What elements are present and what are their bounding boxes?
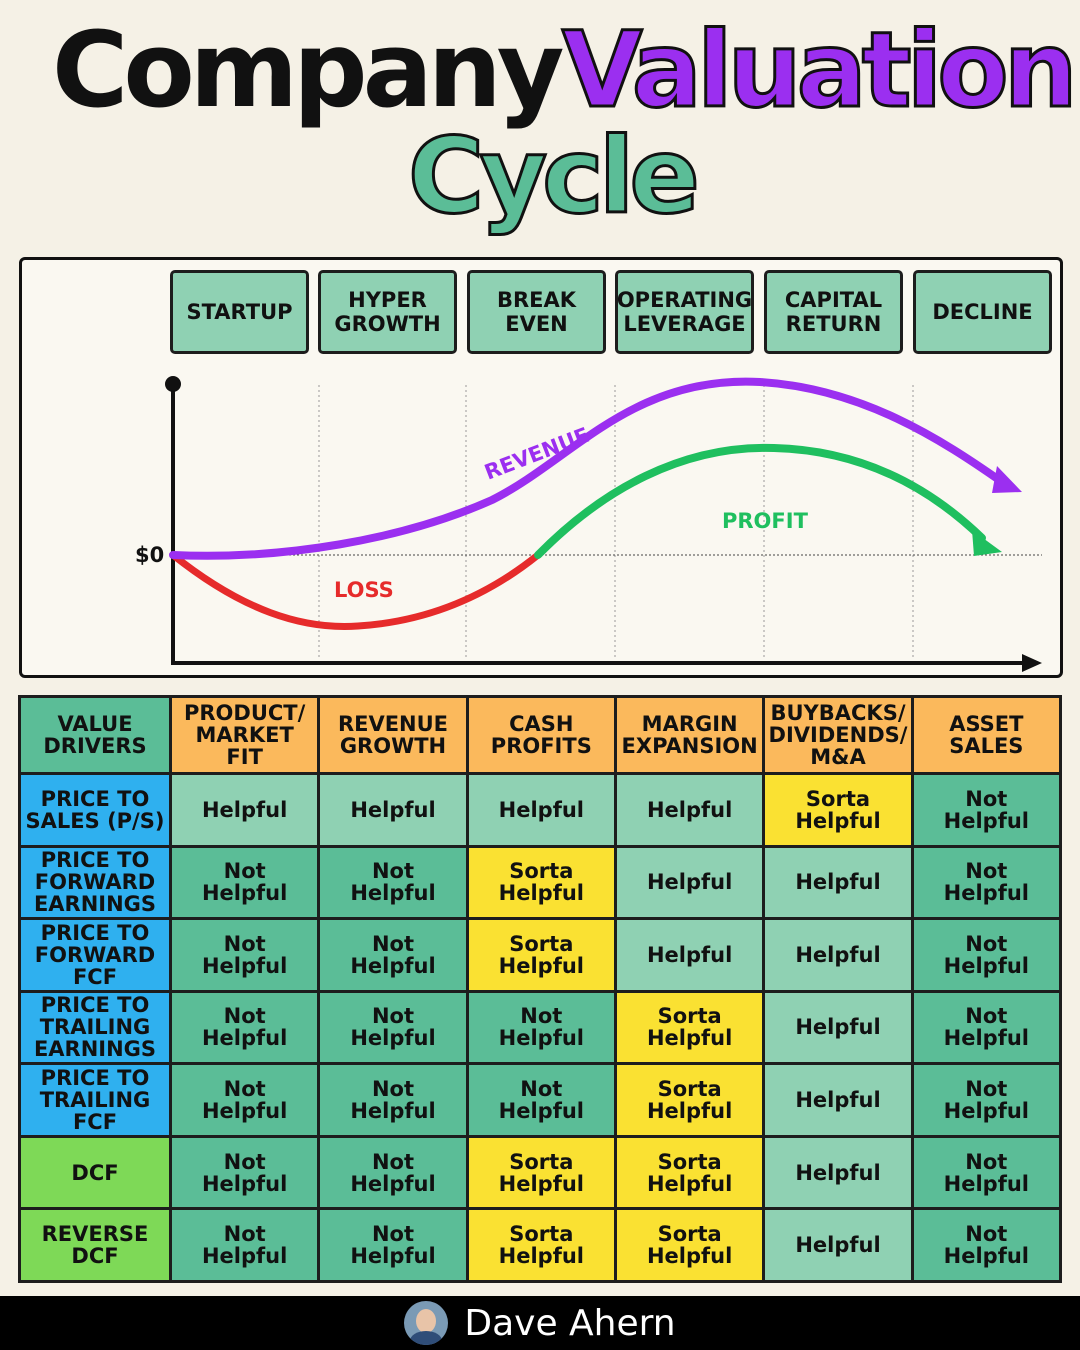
rating-cell: Sorta Helpful — [468, 847, 614, 918]
lifecycle-curves: $0 LOSS PROFIT REVENUE — [135, 376, 1042, 672]
rating-cell: Not Helpful — [172, 992, 318, 1063]
column-header: MARGIN EXPANSION — [616, 698, 763, 772]
column-header: CASH PROFITS — [468, 698, 614, 772]
rating-cell: Helpful — [320, 775, 466, 845]
table-corner-header: VALUE DRIVERS — [21, 698, 169, 772]
value-drivers-table: VALUE DRIVERS PRODUCT/ MARKET FIT REVENU… — [18, 695, 1062, 1283]
rating-cell: Helpful — [616, 775, 763, 845]
stage-break-even: BREAK EVEN — [467, 270, 606, 354]
x-axis-arrow — [1022, 654, 1042, 672]
profit-label: PROFIT — [722, 509, 809, 533]
rating-cell: Not Helpful — [913, 992, 1059, 1063]
rating-cell: Not Helpful — [320, 1137, 466, 1208]
rating-cell: Not Helpful — [172, 920, 318, 990]
rating-cell: Not Helpful — [913, 920, 1059, 990]
rating-cell: Helpful — [616, 847, 763, 918]
rating-cell: Not Helpful — [320, 992, 466, 1063]
stage-hyper-growth: HYPER GROWTH — [318, 270, 457, 354]
rating-cell: Not Helpful — [172, 1210, 318, 1280]
rating-cell: Not Helpful — [320, 1065, 466, 1135]
rating-cell: Helpful — [765, 1065, 911, 1135]
row-header: PRICE TO FORWARD EARNINGS — [21, 847, 169, 918]
revenue-arrowhead — [992, 466, 1022, 493]
stage-capital-return: CAPITAL RETURN — [764, 270, 903, 354]
rating-cell: Not Helpful — [320, 1210, 466, 1280]
rating-cell: Sorta Helpful — [765, 775, 911, 845]
rating-cell: Not Helpful — [320, 920, 466, 990]
profit-arrowhead — [972, 530, 1002, 556]
row-header: DCF — [21, 1137, 169, 1208]
profit-curve — [534, 443, 986, 559]
revenue-curve — [169, 377, 1006, 560]
stage-operating-leverage: OPERATING LEVERAGE — [615, 270, 754, 354]
rating-cell: Helpful — [765, 920, 911, 990]
title-word-company: Company — [52, 9, 563, 131]
rating-cell: Helpful — [765, 992, 911, 1063]
rating-cell: Helpful — [172, 775, 318, 845]
avatar-face — [416, 1309, 437, 1333]
column-header: PRODUCT/ MARKET FIT — [172, 698, 318, 772]
rating-cell: Helpful — [468, 775, 614, 845]
stage-decline: DECLINE — [913, 270, 1052, 354]
rating-cell: Not Helpful — [913, 775, 1059, 845]
lifecycle-chart: $0 LOSS PROFIT REVENUE STARTUP HYPER GRO… — [19, 257, 1063, 678]
rating-cell: Helpful — [616, 920, 763, 990]
avatar-shirt — [410, 1331, 443, 1345]
stage-startup: STARTUP — [170, 270, 309, 354]
zero-label: $0 — [135, 543, 164, 567]
rating-cell: Not Helpful — [913, 1065, 1059, 1135]
rating-cell: Not Helpful — [913, 1210, 1059, 1280]
loss-label: LOSS — [334, 578, 394, 602]
rating-cell: Not Helpful — [913, 847, 1059, 918]
title-word-valuation: Valuation — [562, 9, 1073, 131]
row-header: REVERSE DCF — [21, 1210, 169, 1280]
y-axis-dot — [165, 376, 181, 392]
rating-cell: Not Helpful — [468, 1065, 614, 1135]
rating-cell: Not Helpful — [172, 847, 318, 918]
column-header: ASSET SALES — [913, 698, 1059, 772]
row-header: PRICE TO FORWARD FCF — [21, 920, 169, 990]
column-header: BUYBACKS/ DIVIDENDS/ M&A — [765, 698, 911, 772]
loss-curve — [169, 551, 542, 630]
row-header: PRICE TO TRAILING EARNINGS — [21, 992, 169, 1063]
rating-cell: Not Helpful — [320, 847, 466, 918]
rating-cell: Not Helpful — [468, 992, 614, 1063]
rating-cell: Sorta Helpful — [468, 920, 614, 990]
author-name: Dave Ahern — [464, 1302, 676, 1344]
rating-cell: Sorta Helpful — [616, 1065, 763, 1135]
rating-cell: Not Helpful — [172, 1065, 318, 1135]
rating-cell: Sorta Helpful — [616, 992, 763, 1063]
rating-cell: Helpful — [765, 1137, 911, 1208]
rating-cell: Sorta Helpful — [468, 1210, 614, 1280]
rating-cell: Sorta Helpful — [616, 1210, 763, 1280]
title-word-cycle: Cycle — [408, 115, 695, 237]
rating-cell: Not Helpful — [172, 1137, 318, 1208]
rating-cell: Helpful — [765, 1210, 911, 1280]
avatar — [404, 1301, 449, 1345]
footer-bar: Dave Ahern — [0, 1296, 1080, 1350]
rating-cell: Sorta Helpful — [616, 1137, 763, 1208]
rating-cell: Not Helpful — [913, 1137, 1059, 1208]
rating-cell: Helpful — [765, 847, 911, 918]
column-header: REVENUE GROWTH — [320, 698, 466, 772]
title-area: Company Valuation Cycle — [0, 0, 1080, 250]
row-header: PRICE TO TRAILING FCF — [21, 1065, 169, 1135]
row-header: PRICE TO SALES (P/S) — [21, 775, 169, 845]
title-graphic: Company Valuation Cycle — [52, 8, 1079, 239]
rating-cell: Sorta Helpful — [468, 1137, 614, 1208]
